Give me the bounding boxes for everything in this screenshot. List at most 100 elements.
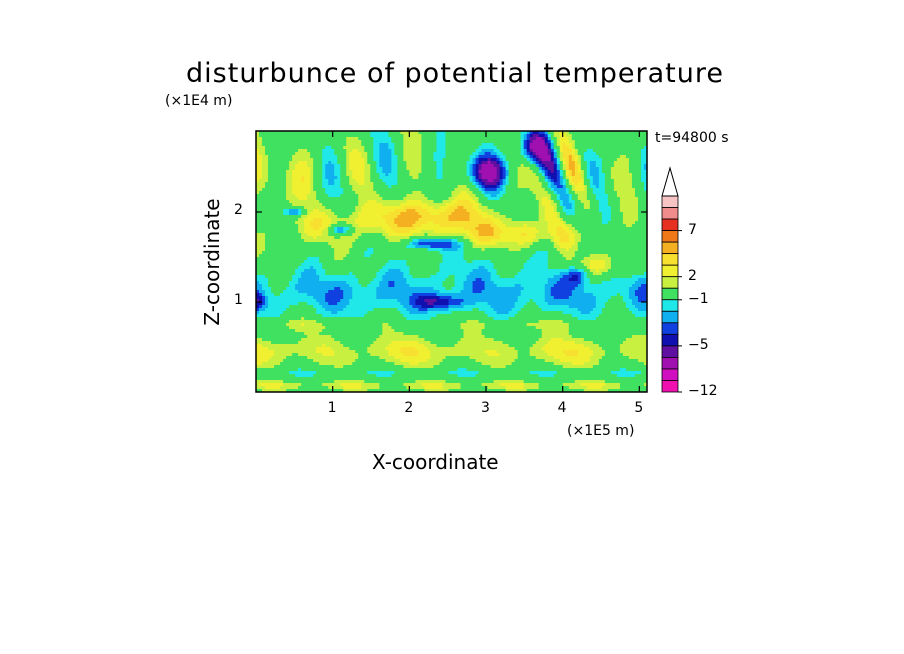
- field-cell: [352, 161, 356, 165]
- field-cell: [424, 140, 429, 144]
- field-cell: [301, 131, 305, 135]
- field-cell: [481, 158, 486, 162]
- field-cell: [433, 131, 438, 135]
- field-cell: [256, 155, 260, 159]
- field-cell: [571, 131, 576, 135]
- field-cell: [577, 155, 582, 159]
- field-cell: [295, 161, 299, 165]
- field-cell: [613, 137, 618, 141]
- field-cell: [472, 140, 477, 144]
- field-cell: [568, 149, 573, 153]
- field-cell: [307, 134, 311, 138]
- field-cell: [499, 152, 504, 156]
- field-cell: [343, 158, 347, 162]
- field-cell: [523, 137, 528, 141]
- field-cell: [499, 134, 504, 138]
- field-cell: [385, 158, 389, 162]
- field-cell: [316, 140, 320, 144]
- field-cell: [439, 158, 444, 162]
- field-cell: [589, 137, 594, 141]
- field-cell: [598, 152, 603, 156]
- field-cell: [562, 158, 567, 162]
- field-cell: [532, 140, 537, 144]
- field-cell: [298, 152, 302, 156]
- field-cell: [436, 134, 441, 138]
- field-cell: [556, 140, 561, 144]
- field-cell: [436, 137, 441, 141]
- field-cell: [319, 137, 323, 141]
- field-cell: [379, 131, 383, 135]
- field-cell: [391, 143, 395, 147]
- field-cell: [478, 137, 483, 141]
- field-cell: [379, 140, 383, 144]
- field-cell: [256, 152, 260, 156]
- field-cell: [346, 140, 350, 144]
- field-cell: [430, 146, 435, 150]
- field-cell: [487, 140, 492, 144]
- field-cell: [487, 155, 492, 159]
- field-cell: [643, 131, 647, 135]
- field-cell: [511, 134, 516, 138]
- field-cell: [613, 140, 618, 144]
- field-cell: [328, 143, 332, 147]
- field-cell: [535, 149, 540, 153]
- field-cell: [472, 155, 477, 159]
- field-cell: [322, 161, 326, 165]
- field-cell: [484, 149, 489, 153]
- field-cell: [634, 143, 639, 147]
- field-cell: [340, 152, 344, 156]
- field-cell: [349, 155, 353, 159]
- field-cell: [586, 140, 591, 144]
- field-cell: [469, 143, 474, 147]
- field-cell: [499, 137, 504, 141]
- field-cell: [259, 140, 263, 144]
- field-cell: [319, 158, 323, 162]
- field-cell: [595, 140, 600, 144]
- field-cell: [538, 152, 543, 156]
- field-cell: [367, 137, 371, 141]
- field-cell: [526, 158, 531, 162]
- field-cell: [625, 143, 630, 147]
- field-cell: [352, 146, 356, 150]
- field-cell: [265, 161, 269, 165]
- field-cell: [484, 137, 489, 141]
- field-cell: [400, 146, 404, 150]
- field-cell: [349, 149, 353, 153]
- field-cell: [475, 152, 480, 156]
- field-cell: [322, 155, 326, 159]
- field-cell: [613, 152, 618, 156]
- field-cell: [640, 131, 645, 135]
- field-cell: [475, 134, 480, 138]
- field-cell: [493, 155, 498, 159]
- field-cell: [481, 152, 486, 156]
- field-cell: [514, 140, 519, 144]
- field-cell: [601, 140, 606, 144]
- field-cell: [523, 143, 528, 147]
- field-cell: [475, 155, 480, 159]
- field-cell: [574, 152, 579, 156]
- field-cell: [412, 134, 417, 138]
- field-cell: [367, 152, 371, 156]
- field-cell: [295, 137, 299, 141]
- field-cell: [577, 149, 582, 153]
- field-cell: [274, 131, 278, 135]
- field-cell: [418, 131, 423, 135]
- field-cell: [289, 161, 293, 165]
- field-cell: [283, 137, 287, 141]
- field-cell: [574, 140, 579, 144]
- field-cell: [568, 155, 573, 159]
- field-cell: [367, 149, 371, 153]
- field-cell: [556, 149, 561, 153]
- field-cell: [640, 158, 645, 162]
- field-cell: [526, 143, 531, 147]
- field-cell: [340, 140, 344, 144]
- field-cell: [325, 137, 329, 141]
- field-cell: [388, 137, 392, 141]
- field-cell: [418, 152, 423, 156]
- field-cell: [571, 158, 576, 162]
- field-cell: [340, 143, 344, 147]
- field-cell: [490, 134, 495, 138]
- field-cell: [550, 158, 555, 162]
- field-cell: [532, 152, 537, 156]
- field-cell: [547, 158, 552, 162]
